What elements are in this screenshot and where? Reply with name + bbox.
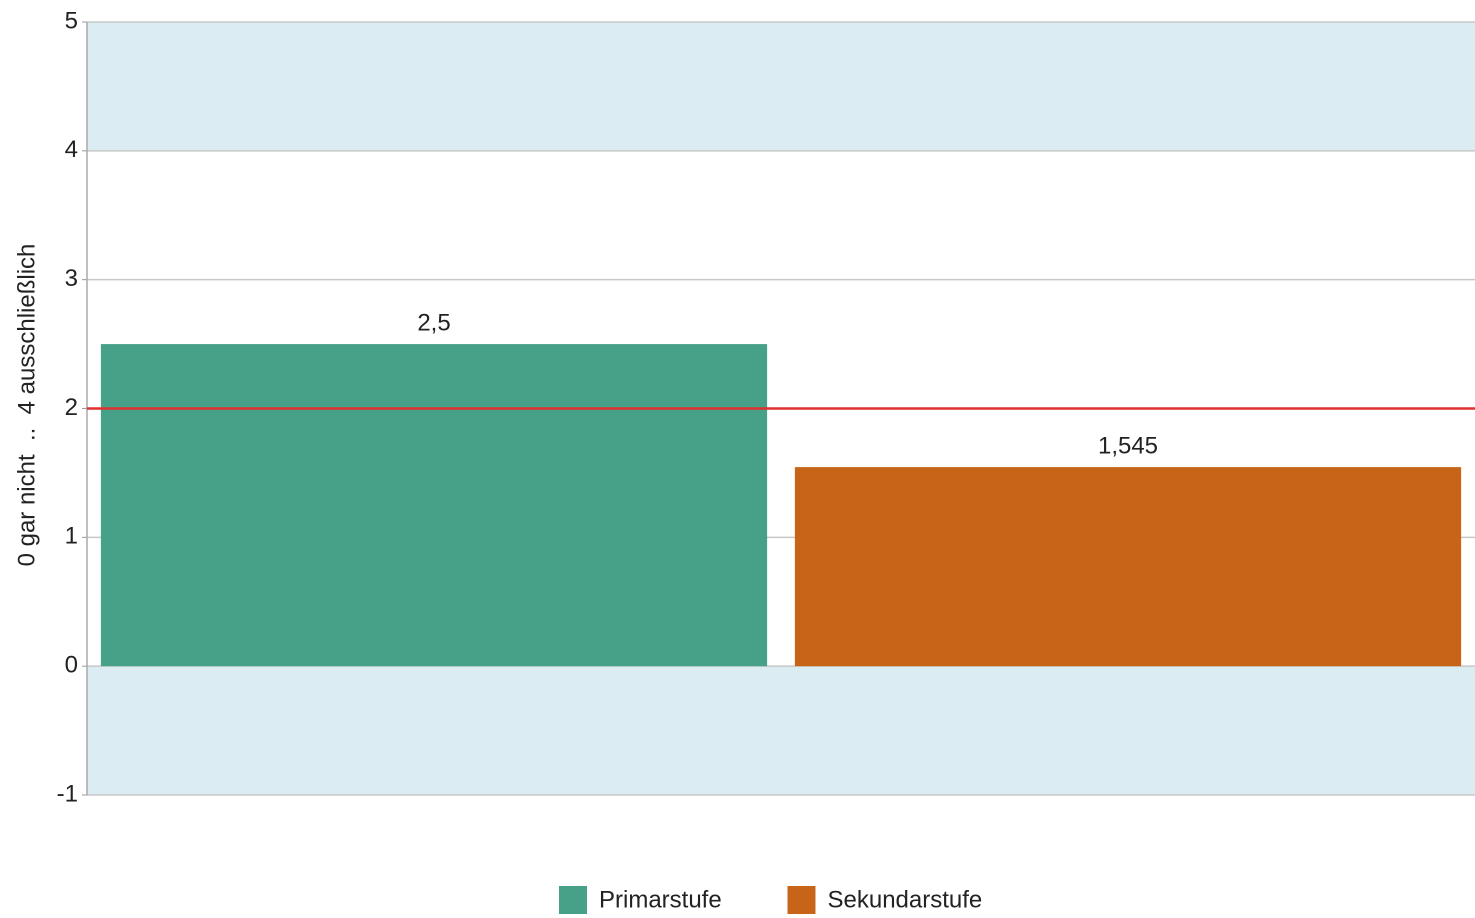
y-tick-label: -1 [57,780,78,807]
legend-label: Primarstufe [599,886,722,913]
bar [100,344,768,667]
data-label: 1,545 [1098,432,1158,459]
y-tick-label: 5 [65,7,78,34]
y-axis-label: 0 gar nicht .. 4 ausschließlich [13,244,40,567]
y-tick-label: 0 [65,652,78,679]
band [87,22,1475,151]
y-tick-label: 4 [65,136,78,163]
bar [794,467,1462,667]
band [87,666,1475,795]
data-label: 2,5 [417,309,450,336]
y-tick-label: 3 [65,265,78,292]
legend-swatch [559,886,587,914]
legend-label: Sekundarstufe [828,886,983,913]
legend-swatch [787,886,816,914]
y-tick-label: 2 [65,394,78,421]
y-tick-label: 1 [65,523,78,550]
